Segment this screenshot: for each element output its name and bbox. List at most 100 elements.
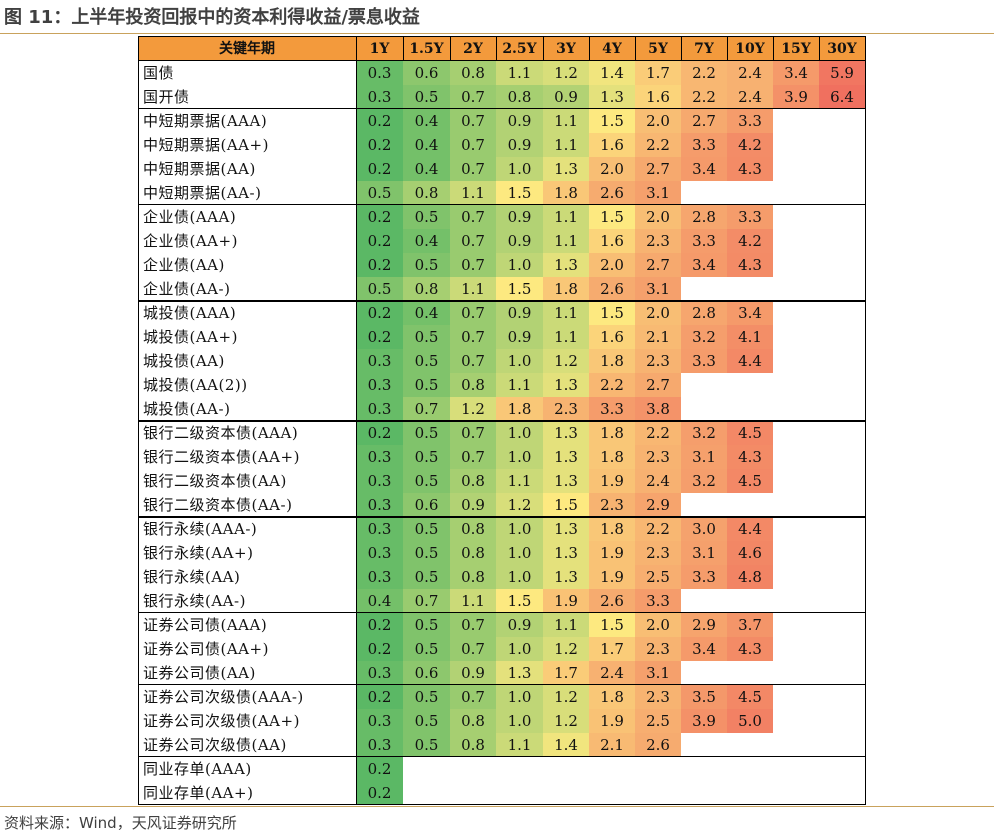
column-header: 5Y — [635, 37, 681, 61]
data-cell: 5.0 — [727, 709, 773, 733]
data-cell: 1.0 — [496, 709, 543, 733]
data-cell: 0.3 — [356, 373, 403, 397]
data-cell: 1.1 — [543, 325, 589, 349]
data-cell: 0.5 — [356, 181, 403, 205]
data-cell: 3.3 — [727, 205, 773, 229]
data-cell: 0.3 — [356, 61, 403, 85]
data-cell: 0.5 — [403, 85, 450, 109]
data-cell: 3.1 — [635, 661, 681, 685]
data-cell: 1.3 — [543, 517, 589, 541]
data-cell: 0.9 — [450, 661, 496, 685]
data-cell: 0.7 — [450, 685, 496, 709]
data-cell: 0.9 — [450, 493, 496, 517]
row-label: 国债 — [143, 64, 175, 82]
data-cell: 6.4 — [819, 85, 865, 109]
data-cell: 1.5 — [496, 181, 543, 205]
data-cell: 1.8 — [589, 445, 635, 469]
data-cell: 1.3 — [496, 661, 543, 685]
data-cell: 0.9 — [496, 133, 543, 157]
data-cell: 3.4 — [773, 61, 819, 85]
data-cell: 0.9 — [496, 325, 543, 349]
header-separator — [727, 36, 728, 61]
data-cell: 1.5 — [543, 493, 589, 517]
data-cell: 4.3 — [727, 445, 773, 469]
header-separator — [635, 36, 636, 61]
data-cell: 2.2 — [681, 61, 727, 85]
data-cell: 1.9 — [589, 469, 635, 493]
row-label: 中短期票据(AA) — [143, 160, 256, 178]
data-cell: 1.6 — [635, 85, 681, 109]
data-cell: 2.3 — [635, 637, 681, 661]
data-cell: 0.7 — [450, 229, 496, 253]
row-label: 银行永续(AA) — [143, 568, 241, 586]
data-cell: 1.1 — [543, 301, 589, 325]
row-label: 证券公司债(AAA) — [143, 616, 268, 634]
data-cell: 1.2 — [543, 61, 589, 85]
data-cell: 0.7 — [450, 637, 496, 661]
data-cell: 2.8 — [681, 301, 727, 325]
data-cell: 0.3 — [356, 517, 403, 541]
data-cell: 4.2 — [727, 133, 773, 157]
data-cell: 3.4 — [727, 301, 773, 325]
data-cell: 1.8 — [589, 685, 635, 709]
data-cell: 1.8 — [589, 421, 635, 445]
row-label: 企业债(AAA) — [143, 208, 237, 226]
data-cell: 3.2 — [681, 469, 727, 493]
data-cell: 4.3 — [727, 637, 773, 661]
data-cell: 1.7 — [635, 61, 681, 85]
header-separator — [403, 36, 404, 61]
column-header: 2Y — [450, 37, 496, 61]
data-cell: 2.8 — [681, 205, 727, 229]
data-cell: 2.2 — [635, 421, 681, 445]
row-label: 企业债(AA+) — [143, 232, 238, 250]
data-cell: 0.2 — [356, 253, 403, 277]
data-cell: 0.6 — [403, 61, 450, 85]
data-cell: 0.2 — [356, 757, 403, 781]
data-cell: 4.4 — [727, 349, 773, 373]
data-cell: 1.3 — [543, 469, 589, 493]
row-label: 城投债(AAA) — [143, 304, 237, 322]
data-cell: 0.8 — [450, 565, 496, 589]
data-cell: 2.7 — [681, 109, 727, 133]
data-cell: 0.2 — [356, 205, 403, 229]
data-cell: 0.9 — [496, 301, 543, 325]
data-cell: 1.3 — [543, 157, 589, 181]
data-cell: 3.5 — [681, 685, 727, 709]
data-cell: 0.7 — [450, 421, 496, 445]
row-label: 银行二级资本债(AA) — [143, 472, 287, 490]
data-cell: 2.2 — [635, 133, 681, 157]
data-cell: 2.0 — [635, 613, 681, 637]
data-cell: 1.3 — [543, 253, 589, 277]
data-cell: 2.0 — [589, 253, 635, 277]
data-cell: 0.7 — [450, 109, 496, 133]
data-cell: 1.3 — [543, 421, 589, 445]
data-cell: 1.4 — [543, 733, 589, 757]
data-cell: 1.3 — [543, 565, 589, 589]
data-cell: 2.7 — [635, 373, 681, 397]
data-cell: 2.7 — [635, 157, 681, 181]
column-header: 10Y — [727, 37, 773, 61]
data-cell: 0.5 — [403, 709, 450, 733]
data-cell: 1.6 — [589, 229, 635, 253]
data-cell: 3.3 — [727, 109, 773, 133]
data-cell: 0.3 — [356, 469, 403, 493]
column-header: 2.5Y — [496, 37, 543, 61]
row-label: 城投债(AA-) — [143, 400, 231, 418]
data-cell: 0.7 — [450, 445, 496, 469]
data-cell: 3.1 — [635, 277, 681, 301]
data-cell: 1.4 — [589, 61, 635, 85]
data-cell: 2.7 — [635, 253, 681, 277]
data-cell: 5.9 — [819, 61, 865, 85]
data-cell: 0.5 — [403, 445, 450, 469]
data-cell: 4.3 — [727, 157, 773, 181]
data-cell: 1.1 — [543, 109, 589, 133]
data-cell: 0.2 — [356, 685, 403, 709]
data-cell: 2.4 — [589, 661, 635, 685]
data-cell: 3.2 — [681, 325, 727, 349]
data-cell: 3.9 — [681, 709, 727, 733]
data-cell: 0.9 — [543, 85, 589, 109]
data-cell: 0.3 — [356, 349, 403, 373]
data-cell: 0.8 — [450, 541, 496, 565]
row-label: 城投债(AA) — [143, 352, 225, 370]
header-separator — [496, 36, 497, 61]
